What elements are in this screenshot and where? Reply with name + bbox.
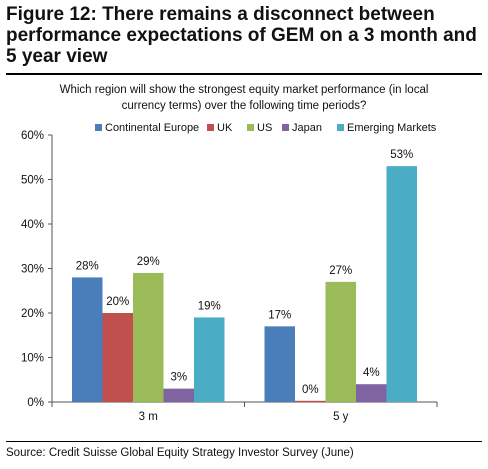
bar (72, 277, 103, 402)
data-label: 20% (106, 296, 129, 308)
y-tick-label: 20% (21, 308, 44, 320)
chart-title: Which region will show the strongest equ… (60, 84, 429, 112)
legend-label: Emerging Markets (347, 122, 437, 134)
data-labels: 28% 20% 29% 3% 19% 17% 0% 27% 4% 53% (76, 149, 414, 396)
bar (356, 384, 387, 402)
legend-label: UK (217, 122, 233, 134)
y-tick-label: 30% (21, 264, 44, 276)
bar (194, 317, 225, 402)
bar (133, 272, 164, 402)
legend-label: Continental Europe (105, 122, 199, 134)
data-label: 3% (170, 372, 187, 384)
bars (72, 166, 417, 402)
legend-swatch (247, 124, 254, 131)
chart-legend: Continental Europe UK US Japan Emerging Mark… (95, 122, 437, 134)
bar (295, 400, 326, 402)
bar (102, 313, 133, 402)
legend-swatch (207, 124, 214, 131)
y-tick-label: 10% (21, 353, 44, 365)
x-axis: 3 m 5 y (51, 401, 438, 423)
bar-chart: Which region will show the strongest equ… (21, 84, 438, 423)
y-tick-label: 40% (21, 219, 44, 231)
data-label: 53% (390, 149, 413, 161)
legend-swatch (95, 124, 102, 131)
source-note: Source: Credit Suisse Global Equity Stra… (6, 447, 354, 459)
data-label: 17% (268, 309, 291, 321)
legend-swatch (337, 124, 344, 131)
figure-title: Figure 12: There remains a disconnect be… (6, 4, 477, 67)
bar (325, 281, 356, 402)
y-tick-label: 60% (21, 130, 44, 142)
bar (386, 166, 417, 402)
x-tick-label: 5 y (333, 411, 349, 423)
x-tick-label: 3 m (139, 411, 158, 423)
y-axis: 0% 10% 20% 30% 40% 50% 60% (21, 130, 53, 409)
y-tick-label: 50% (21, 175, 44, 187)
title-rule (6, 73, 482, 75)
data-label: 0% (302, 384, 319, 396)
y-tick-label: 0% (27, 397, 44, 409)
chart-title-line: Which region will show the strongest equ… (60, 84, 429, 96)
bar (264, 326, 295, 402)
legend-label: Japan (292, 122, 322, 134)
legend-label: US (257, 122, 272, 134)
bar (163, 388, 194, 402)
legend-swatch (282, 124, 289, 131)
data-label: 28% (76, 260, 99, 272)
data-label: 19% (198, 300, 221, 312)
chart-title-line: currency terms) over the following time … (122, 100, 367, 112)
source-rule (6, 441, 482, 442)
data-label: 27% (329, 265, 352, 277)
data-label: 29% (137, 256, 160, 268)
data-label: 4% (363, 367, 380, 379)
